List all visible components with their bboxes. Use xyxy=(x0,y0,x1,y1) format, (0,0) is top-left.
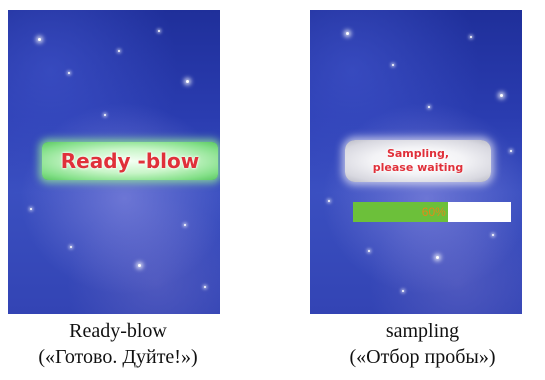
ready-caption-translation: («Готово. Дуйте!») xyxy=(38,346,198,368)
ready-blow-caption: Ready-blow («Готово. Дуйте!») xyxy=(0,318,236,370)
star-icon xyxy=(186,80,189,83)
sampling-status: Sampling, please waiting xyxy=(345,140,491,182)
star-icon xyxy=(118,50,120,52)
sampling-progress-bar: 60% xyxy=(353,202,511,222)
star-icon xyxy=(402,290,404,292)
star-icon xyxy=(38,38,41,41)
star-icon xyxy=(500,94,503,97)
star-icon xyxy=(158,30,160,32)
star-icon xyxy=(204,286,206,288)
star-icon xyxy=(510,150,512,152)
star-icon xyxy=(428,106,430,108)
sampling-screen: Sampling, please waiting 60% xyxy=(310,10,522,314)
star-icon xyxy=(30,208,32,210)
star-icon xyxy=(346,32,349,35)
star-icon xyxy=(436,256,439,259)
sampling-caption-translation: («Отбор пробы») xyxy=(349,346,496,368)
sampling-caption: sampling («Отбор пробы») xyxy=(300,318,545,370)
star-icon xyxy=(70,246,72,248)
star-icon xyxy=(368,250,370,252)
ready-blow-status: Ready -blow xyxy=(42,142,218,180)
ready-screen: Ready -blow xyxy=(8,10,220,314)
sampling-text-line2: please waiting xyxy=(372,161,464,174)
progress-fill xyxy=(353,202,448,222)
star-icon xyxy=(184,224,186,226)
star-icon xyxy=(68,72,70,74)
ready-caption-title: Ready-blow xyxy=(69,320,167,342)
star-icon xyxy=(470,36,472,38)
star-icon xyxy=(104,114,106,116)
star-icon xyxy=(392,64,394,66)
sampling-text-line1: Sampling, xyxy=(386,147,450,160)
star-icon xyxy=(492,234,494,236)
ready-blow-text: Ready -blow xyxy=(60,149,200,173)
progress-percent-label: 60% xyxy=(421,205,446,219)
star-icon xyxy=(328,200,330,202)
sampling-caption-title: sampling xyxy=(385,320,460,342)
star-icon xyxy=(138,264,141,267)
